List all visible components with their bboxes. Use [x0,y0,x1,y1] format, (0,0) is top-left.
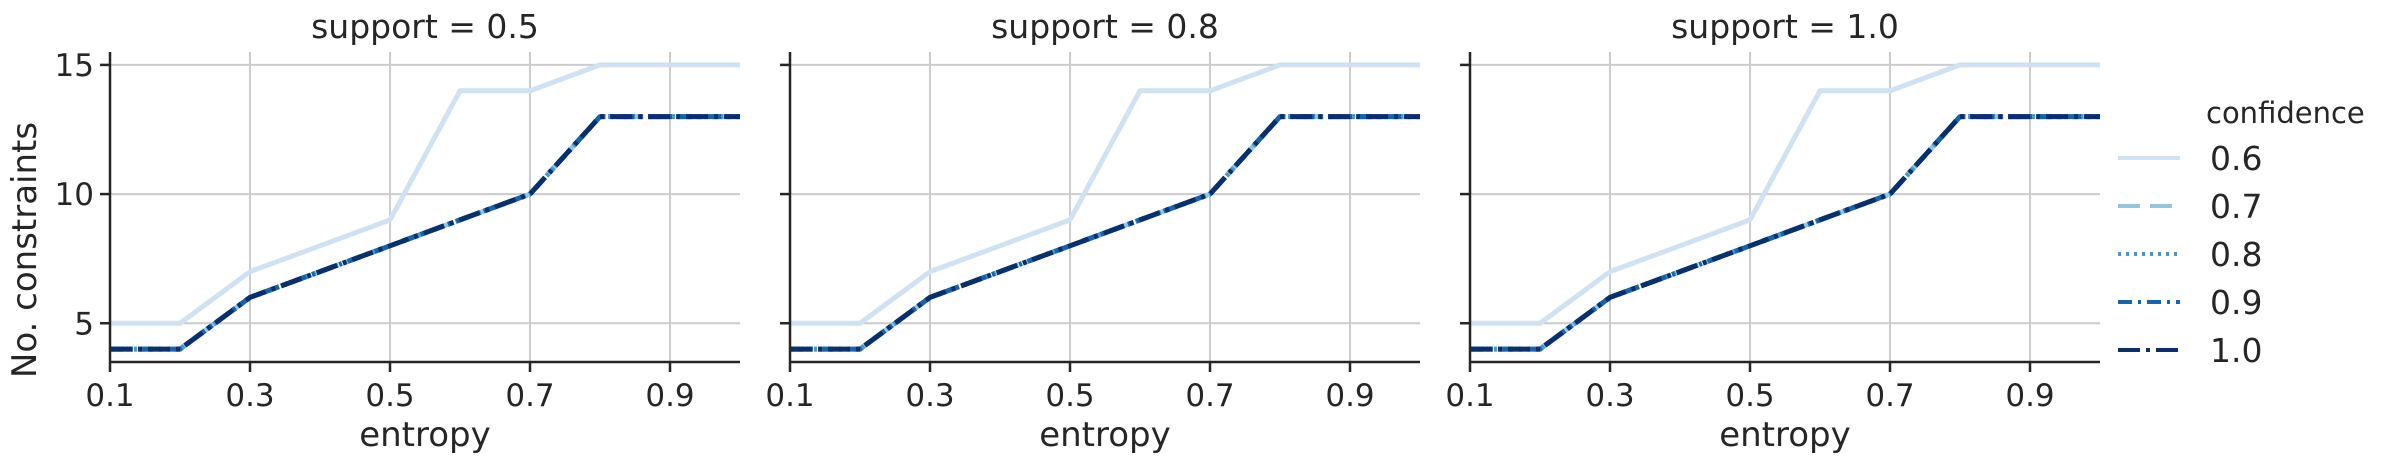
legend-label: 0.9 [2210,283,2262,322]
x-tick-label: 0.7 [1185,378,1234,414]
panel-3: support = 1.0 0.1 0.3 0.5 0.7 0.9 entropy [1445,7,2100,455]
x-tick-label: 0.9 [645,378,694,414]
facet-panels: support = 0.5 5 10 15 0.1 0.3 0.5 0.7 0.9 entropy… [55,7,2100,455]
x-axis-title: entropy [1039,415,1171,455]
y-tick-label: 15 [55,48,94,84]
legend-entry: 0.8 [2118,235,2262,274]
panel-title: support = 1.0 [1671,7,1899,46]
panel-2: support = 0.8 0.1 0.3 0.5 0.7 0.9 entropy [765,7,1420,455]
x-tick-label: 0.3 [1585,378,1634,414]
panel-1: support = 0.5 5 10 15 0.1 0.3 0.5 0.7 0.9 entropy [55,7,740,455]
series-line-confidence-1.0 [1470,114,2100,352]
legend-label: 0.7 [2210,187,2262,226]
legend-title: confidence [2206,96,2365,130]
legend-entry: 1.0 [2118,331,2262,370]
series-line-confidence-0.6 [790,62,1420,326]
legend-label: 0.6 [2210,139,2262,178]
x-tick-label: 0.1 [765,378,814,414]
x-tick-label: 0.1 [1445,378,1494,414]
x-tick-label: 0.3 [905,378,954,414]
x-axis-title: entropy [359,415,491,455]
x-axis-title: entropy [1719,415,1851,455]
series-line-confidence-0.8 [110,114,740,352]
x-tick-label: 0.7 [505,378,554,414]
x-tick-label: 0.5 [365,378,414,414]
x-tick-label: 0.9 [2005,378,2054,414]
legend-label: 0.8 [2210,235,2262,274]
x-tick-label: 0.5 [1725,378,1774,414]
x-tick-label: 0.7 [1865,378,1914,414]
panel-title: support = 0.8 [991,7,1219,46]
legend-entry: 0.9 [2118,283,2262,322]
legend-entry: 0.7 [2118,187,2262,226]
series-line-confidence-0.6 [1470,62,2100,326]
y-tick-label: 5 [74,306,94,342]
series-line-confidence-1.0 [110,114,740,352]
x-tick-label: 0.5 [1045,378,1094,414]
y-axis-title: No. constraints [5,122,45,378]
y-tick-label: 10 [55,177,94,213]
x-tick-label: 0.1 [85,378,134,414]
legend: confidence 0.6 0.7 0.8 0.9 1.0 [2118,96,2365,370]
x-tick-label: 0.3 [225,378,274,414]
series-line-confidence-0.8 [1470,114,2100,352]
series-line-confidence-1.0 [790,114,1420,352]
series-line-confidence-0.6 [110,62,740,326]
legend-label: 1.0 [2210,331,2262,370]
series-line-confidence-0.8 [790,114,1420,352]
legend-entry: 0.6 [2118,139,2262,178]
panel-title: support = 0.5 [311,7,539,46]
x-tick-label: 0.9 [1325,378,1374,414]
